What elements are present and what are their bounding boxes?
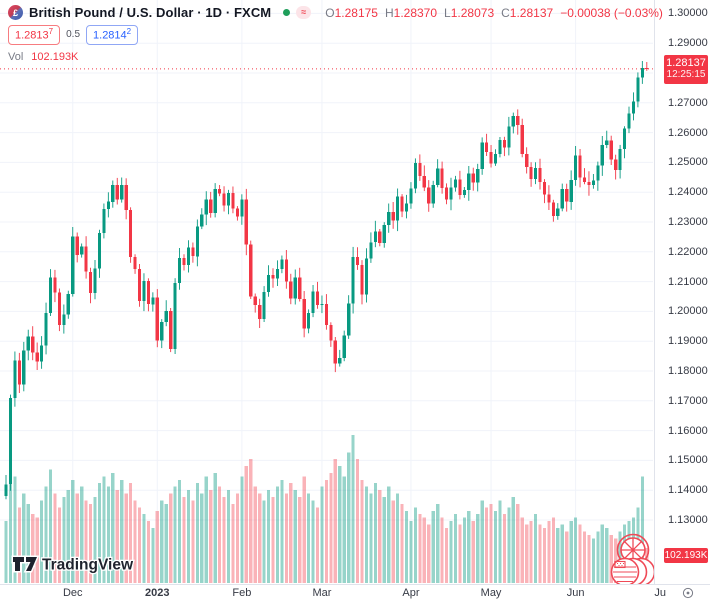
- price-tick-label: 1.23000: [668, 216, 708, 228]
- price-tick-label: 1.18000: [668, 365, 708, 377]
- bid-price-box: 1.28137: [8, 25, 61, 45]
- volume-bars: [4, 435, 649, 583]
- price-tick-label: 1.24000: [668, 186, 708, 199]
- price-tick-label: 1.22000: [668, 245, 708, 258]
- last-price-badge: 1.28137 12:25:15: [664, 55, 708, 85]
- price-tick-label: 1.21000: [668, 275, 708, 288]
- price-tick-label: 1.13000: [668, 514, 708, 526]
- high-label: H: [384, 5, 394, 20]
- volume-value: 102.193K: [31, 50, 79, 63]
- low-value: 1.28073: [450, 5, 495, 20]
- symbol-title[interactable]: British Pound / U.S. Dollar · 1D · FXCM: [29, 5, 272, 20]
- ask-price-box: 1.28142: [86, 25, 139, 45]
- volume-axis-badge: 102.193K: [664, 548, 708, 563]
- tradingview-logo[interactable]: TradingView: [11, 553, 139, 575]
- tradingview-mark-icon: [11, 555, 40, 573]
- time-axis[interactable]: Dec 2023 Feb Mar Apr May Jun Ju: [0, 584, 710, 600]
- high-value: 1.28370: [393, 5, 438, 20]
- market-open-status-icon[interactable]: [283, 9, 291, 16]
- ask-pip-digit: 2: [126, 27, 132, 36]
- time-tick-label: May: [480, 587, 502, 599]
- price-tick-label: 1.29000: [668, 37, 708, 50]
- price-tick-label: 1.27000: [668, 96, 708, 109]
- close-value: 1.28137: [509, 5, 554, 20]
- price-tick-label: 1.14000: [668, 484, 708, 497]
- time-tick-label: Jun: [566, 587, 585, 599]
- tradingview-wordmark: TradingView: [42, 557, 134, 574]
- time-tick-label: Ju: [654, 587, 666, 599]
- change-value: −0.00038 (−0.03%): [560, 5, 663, 20]
- price-tick-label: 1.19000: [668, 335, 708, 348]
- volume-label: Vol: [8, 50, 24, 63]
- low-label: L: [444, 5, 451, 20]
- time-tick-label: Apr: [402, 587, 420, 599]
- price-tick-label: 1.17000: [668, 394, 708, 407]
- bid-value: 1.2813: [15, 29, 49, 42]
- bid-pip-digit: 7: [48, 27, 54, 36]
- price-tick-label: 1.20000: [668, 305, 708, 318]
- chart-legend: £ British Pound / U.S. Dollar · 1D · FXC…: [8, 5, 663, 63]
- price-tick-label: 1.16000: [668, 424, 708, 437]
- time-tick-label: Dec: [62, 587, 83, 599]
- coin-doodles-annotation[interactable]: [610, 533, 656, 587]
- delayed-data-icon[interactable]: ≈: [296, 6, 312, 19]
- time-tick-label: Mar: [312, 587, 332, 599]
- bar-countdown: 12:25:15: [666, 69, 706, 81]
- open-label: O: [325, 5, 335, 20]
- open-value: 1.28175: [334, 5, 378, 20]
- candlesticks: [4, 61, 649, 500]
- symbol-logo-icon: £: [8, 5, 23, 20]
- price-tick-label: 1.15000: [668, 454, 708, 467]
- price-tick-label: 1.25000: [668, 156, 708, 169]
- go-to-realtime-icon[interactable]: [682, 587, 694, 599]
- price-axis[interactable]: 1.300001.290001.280001.270001.260001.250…: [654, 0, 710, 584]
- ohlc-readout: O1.28175 H1.28370 L1.28073 C1.28137 −0.0…: [325, 6, 663, 20]
- last-price-value: 1.28137: [666, 57, 706, 70]
- close-label: C: [501, 5, 510, 20]
- price-tick-label: 1.26000: [668, 126, 708, 139]
- usd-coin-stack-doodle: [610, 557, 656, 587]
- price-tick-label: 1.30000: [668, 7, 708, 20]
- time-tick-label: 2023: [145, 587, 170, 599]
- spread-value: 0.5: [66, 29, 81, 41]
- gridlines: [0, 0, 653, 583]
- time-tick-label: Feb: [232, 587, 252, 599]
- ask-value: 1.2814: [93, 29, 127, 42]
